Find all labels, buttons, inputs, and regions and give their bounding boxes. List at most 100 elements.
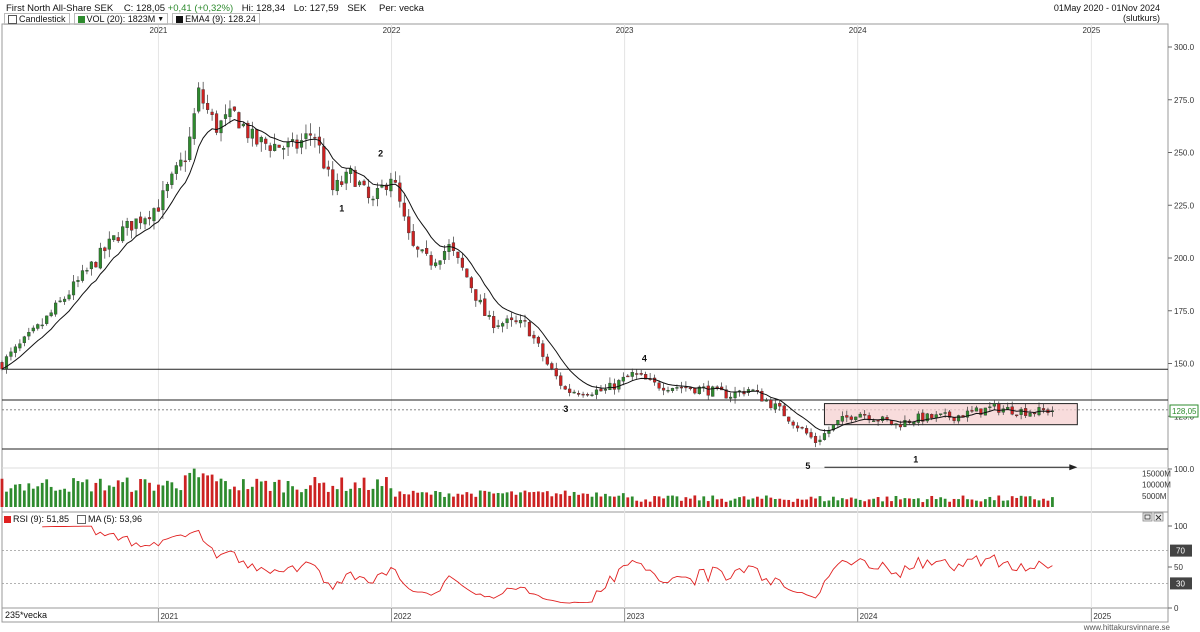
volume-bar (532, 491, 536, 507)
volume-bar (805, 499, 808, 507)
volume-bar (961, 495, 965, 507)
volume-bar (179, 490, 183, 507)
year-label-bottom: 2025 (1093, 612, 1111, 621)
candle (103, 246, 107, 259)
volume-bar (854, 498, 858, 507)
rsi-ma-swatch-icon (77, 514, 87, 524)
candle (295, 134, 299, 154)
candle (31, 325, 35, 334)
candle (223, 104, 228, 127)
volume-bar (733, 498, 737, 507)
legend-candlestick[interactable]: Candlestick (4, 13, 70, 25)
volume-bar (697, 500, 701, 507)
candle (268, 142, 272, 158)
volume-bar (832, 496, 835, 507)
volume-bar (14, 484, 17, 507)
volume-bar (456, 493, 460, 507)
candle (438, 260, 442, 270)
legend-rsi-ma[interactable]: MA (5): 53,96 (77, 514, 142, 524)
candle (179, 152, 183, 171)
volume-bar (751, 498, 755, 507)
candle (849, 414, 853, 424)
rsi-panel-controls[interactable] (1142, 512, 1164, 522)
volume-bar (300, 492, 303, 507)
volume-bar (554, 493, 558, 507)
candle (532, 330, 536, 344)
volume-bar (688, 498, 692, 507)
volume-bar (322, 482, 326, 507)
volume-bar (367, 489, 370, 507)
restore-icon[interactable] (1142, 512, 1153, 522)
volume-bar (604, 493, 607, 507)
volume-bar (349, 488, 353, 507)
candle (585, 392, 590, 397)
price-mode: (slutkurs) (1122, 13, 1160, 23)
candle (518, 314, 523, 328)
candle (501, 321, 505, 333)
rsi-level-label: 70 (1176, 547, 1185, 556)
volume-bar (152, 490, 156, 507)
candle (894, 423, 898, 429)
volume-bar (72, 478, 75, 507)
rsi-tick-label: 50 (1174, 563, 1183, 572)
candle (210, 108, 214, 121)
volume-bar (934, 499, 938, 507)
candle (4, 354, 9, 374)
volume-bar (241, 479, 245, 507)
legend-ema-label: EMA4 (9): 128.24 (185, 14, 256, 24)
legend-volume[interactable]: VOL (20): 1823M ▼ (73, 13, 169, 25)
legend-rsi[interactable]: RSI (9): 51,85 (4, 514, 69, 524)
watermark: www.hittakursvinnare.se (1083, 623, 1170, 632)
candle (545, 353, 549, 366)
candle (282, 145, 286, 160)
volume-bar (921, 502, 925, 507)
volume-bar (814, 498, 817, 507)
candle (997, 401, 1001, 416)
candle (241, 121, 245, 128)
legend-ema[interactable]: EMA4 (9): 128.24 (172, 13, 260, 25)
candle (45, 315, 49, 326)
volume-bar (1024, 496, 1027, 507)
candle (572, 389, 576, 394)
volume-bar (487, 491, 491, 507)
volume-bar (528, 492, 531, 507)
lo-label: Lo: (293, 3, 307, 14)
volume-bar (800, 499, 804, 507)
candle (161, 181, 165, 220)
volume-bar (291, 486, 294, 507)
volume-bar (174, 488, 178, 507)
candle (27, 327, 31, 341)
candle (326, 160, 330, 177)
volume-bar (787, 499, 791, 507)
candle (201, 81, 205, 110)
volume-bar (134, 490, 138, 507)
volume-bar (1010, 496, 1014, 507)
candle (630, 368, 634, 381)
volume-bar (608, 496, 612, 507)
candle (639, 369, 643, 376)
candle (442, 245, 447, 264)
candle (474, 289, 478, 307)
volume-bar (224, 481, 227, 507)
volume-bar (192, 468, 196, 507)
volume-bar (675, 496, 679, 507)
legend-rsi-label: RSI (9): 51,85 (13, 514, 70, 524)
price-tick-label: 250.0 (1174, 149, 1195, 158)
volume-swatch-icon (77, 15, 85, 23)
rsi-tick-label: 100 (1174, 522, 1188, 531)
volume-bar (948, 501, 951, 507)
candle (335, 173, 339, 196)
volume-bar (353, 482, 357, 507)
candle (478, 294, 482, 305)
volume-bar (975, 500, 978, 507)
volume-bar (639, 501, 643, 507)
volume-bar (586, 493, 589, 507)
candle (308, 123, 313, 146)
candle (831, 424, 835, 432)
dropdown-icon[interactable]: ▼ (157, 15, 165, 23)
candle (277, 144, 281, 148)
volume-bar (201, 473, 205, 507)
candle (121, 220, 125, 244)
volume-bar (125, 477, 129, 507)
